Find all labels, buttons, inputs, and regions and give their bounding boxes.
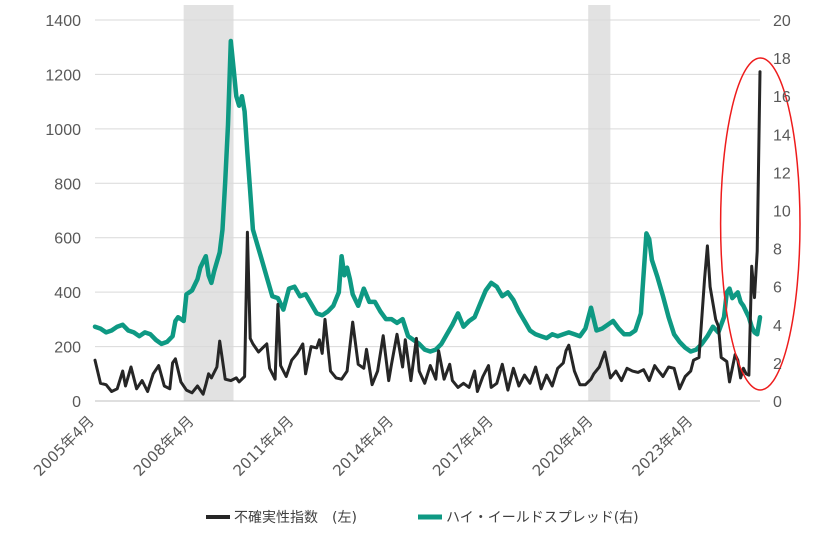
- y-right-tick-label: 12: [773, 165, 791, 182]
- series-lines: [92, 38, 763, 396]
- legend: 不確実性指数 (左) ハイ・イールドスプレッド(右): [206, 510, 639, 526]
- series-line-uncertainty-index: [93, 70, 762, 396]
- y-right-tick-label: 16: [773, 89, 791, 106]
- y-right-tick-label: 2: [773, 356, 782, 373]
- y-right-tick-label: 20: [773, 13, 791, 30]
- y-left-tick-label: 1400: [45, 13, 81, 30]
- y-right-tick-label: 4: [773, 318, 782, 335]
- y-left-tick-label: 0: [72, 394, 81, 411]
- x-tick-label: 2005年4月: [30, 412, 98, 480]
- x-tick-label: 2023年4月: [629, 412, 697, 480]
- y-right-tick-label: 6: [773, 280, 782, 297]
- y-left-tick-label: 800: [54, 176, 81, 193]
- shaded-period-1: [588, 5, 611, 401]
- y-left-tick-label: 600: [54, 231, 81, 248]
- x-tick-label: 2017年4月: [429, 412, 497, 480]
- x-tick-label: 2014年4月: [329, 412, 397, 480]
- highlight-oval: [719, 57, 801, 391]
- x-tick-label: 2020年4月: [529, 412, 597, 480]
- y-left-tick-label: 200: [54, 340, 81, 357]
- y-right-tick-label: 8: [773, 242, 782, 259]
- y-axis-left: 0 200 400 600 800 1000 1200 1400: [45, 13, 81, 411]
- x-tick-label: 2008年4月: [130, 412, 198, 480]
- y-left-tick-label: 1000: [45, 122, 81, 139]
- highlight-ellipse: [719, 57, 801, 391]
- legend-label-uncertainty: 不確実性指数 (左): [234, 510, 357, 526]
- y-left-tick-label: 400: [54, 285, 81, 302]
- series-line-high-yield-spread: [92, 38, 763, 354]
- y-axis-right: 0 2 4 6 8 10 12 14 16 18 20: [773, 13, 791, 411]
- y-left-tick-label: 1200: [45, 67, 81, 84]
- y-right-tick-label: 14: [773, 127, 791, 144]
- x-axis: 2005年4月 2008年4月 2011年4月 2014年4月 2017年4月 2020年…: [30, 412, 696, 480]
- legend-label-high-yield-spread: ハイ・イールドスプレッド(右): [446, 510, 639, 526]
- x-tick-label: 2011年4月: [230, 412, 298, 480]
- y-right-tick-label: 10: [773, 204, 791, 221]
- y-right-tick-label: 0: [773, 394, 782, 411]
- y-right-tick-label: 18: [773, 51, 791, 68]
